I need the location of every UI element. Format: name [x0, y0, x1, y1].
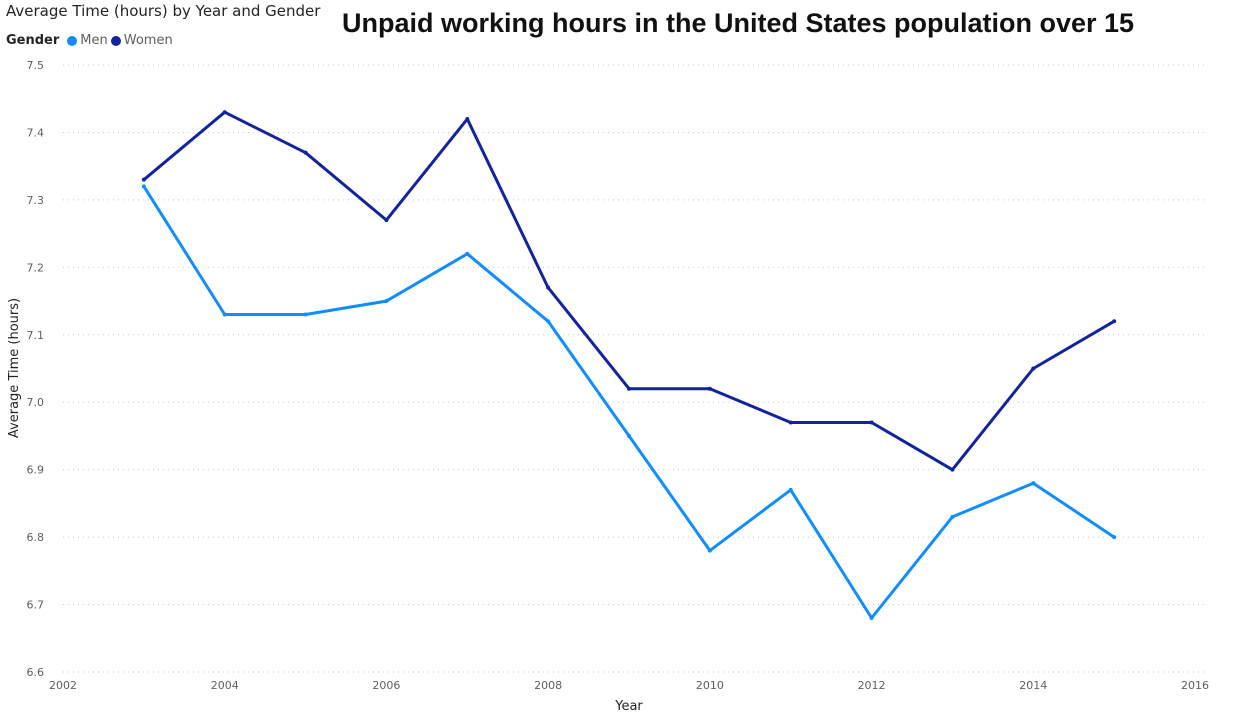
- y-tick-label: 7.4: [27, 126, 45, 139]
- x-tick-label: 2006: [372, 679, 400, 692]
- report-title: Unpaid working hours in the United State…: [342, 8, 1135, 38]
- data-point-men[interactable]: [303, 312, 308, 317]
- data-point-women[interactable]: [707, 386, 712, 391]
- data-point-women[interactable]: [384, 218, 389, 223]
- data-point-men[interactable]: [788, 487, 793, 492]
- data-point-men[interactable]: [465, 251, 470, 256]
- data-point-women[interactable]: [1031, 366, 1036, 371]
- data-point-men[interactable]: [627, 433, 631, 438]
- legend-marker-men: [67, 35, 78, 46]
- legend-label-women: Women: [123, 33, 173, 48]
- y-tick-label: 6.6: [27, 666, 45, 679]
- y-tick-label: 6.7: [27, 599, 45, 612]
- data-point-men[interactable]: [1031, 481, 1036, 486]
- series-line-women[interactable]: [142, 110, 1116, 472]
- x-axis-ticks: 2002 2004 2006 2008 2010 2012 2014 2016: [49, 679, 1209, 692]
- legend-item-men[interactable]: Men: [67, 33, 108, 48]
- visual-title: Average Time (hours) by Year and Gender: [6, 2, 321, 20]
- legend-marker-women: [110, 35, 121, 46]
- data-point-men[interactable]: [141, 184, 146, 189]
- y-tick-label: 6.9: [27, 464, 45, 477]
- legend-label-men: Men: [80, 33, 108, 48]
- data-point-men[interactable]: [707, 548, 712, 553]
- data-point-men[interactable]: [950, 514, 955, 519]
- y-tick-label: 7.2: [27, 261, 45, 274]
- y-tick-label: 7.1: [27, 329, 45, 342]
- data-point-women[interactable]: [1112, 319, 1117, 324]
- x-tick-label: 2010: [696, 679, 724, 692]
- data-point-men[interactable]: [222, 312, 227, 317]
- data-point-women[interactable]: [222, 110, 227, 115]
- y-axis-title: Average Time (hours): [7, 298, 22, 438]
- y-tick-label: 7.3: [27, 194, 45, 207]
- data-point-men[interactable]: [869, 616, 874, 621]
- data-point-men[interactable]: [546, 319, 551, 324]
- series-lines: [141, 110, 1117, 621]
- data-point-women[interactable]: [788, 420, 793, 425]
- data-point-men[interactable]: [1112, 535, 1117, 540]
- y-tick-label: 7.0: [27, 396, 45, 409]
- y-tick-label: 7.5: [27, 59, 45, 72]
- y-axis-ticks: 6.6 6.7 6.8 6.9 7.0 7.1 7.2 7.3 7.4 7.5: [27, 59, 45, 679]
- data-point-men[interactable]: [384, 299, 389, 304]
- data-point-women[interactable]: [950, 467, 955, 472]
- x-tick-label: 2008: [534, 679, 562, 692]
- x-axis-title: Year: [614, 699, 643, 714]
- data-point-women[interactable]: [627, 386, 631, 391]
- data-point-women[interactable]: [546, 285, 551, 290]
- x-tick-label: 2014: [1019, 679, 1047, 692]
- legend-item-women[interactable]: Women: [110, 33, 173, 48]
- data-point-women[interactable]: [141, 177, 146, 182]
- gridlines: [63, 64, 1205, 673]
- data-point-women[interactable]: [465, 116, 470, 121]
- y-tick-label: 6.8: [27, 531, 45, 544]
- x-tick-label: 2012: [858, 679, 886, 692]
- data-point-women[interactable]: [869, 420, 874, 425]
- chart-legend: Gender Men Women: [6, 33, 176, 48]
- data-point-women[interactable]: [303, 150, 308, 155]
- x-tick-label: 2004: [211, 679, 239, 692]
- x-tick-label: 2016: [1181, 679, 1209, 692]
- x-tick-label: 2002: [49, 679, 77, 692]
- legend-title: Gender: [6, 33, 60, 48]
